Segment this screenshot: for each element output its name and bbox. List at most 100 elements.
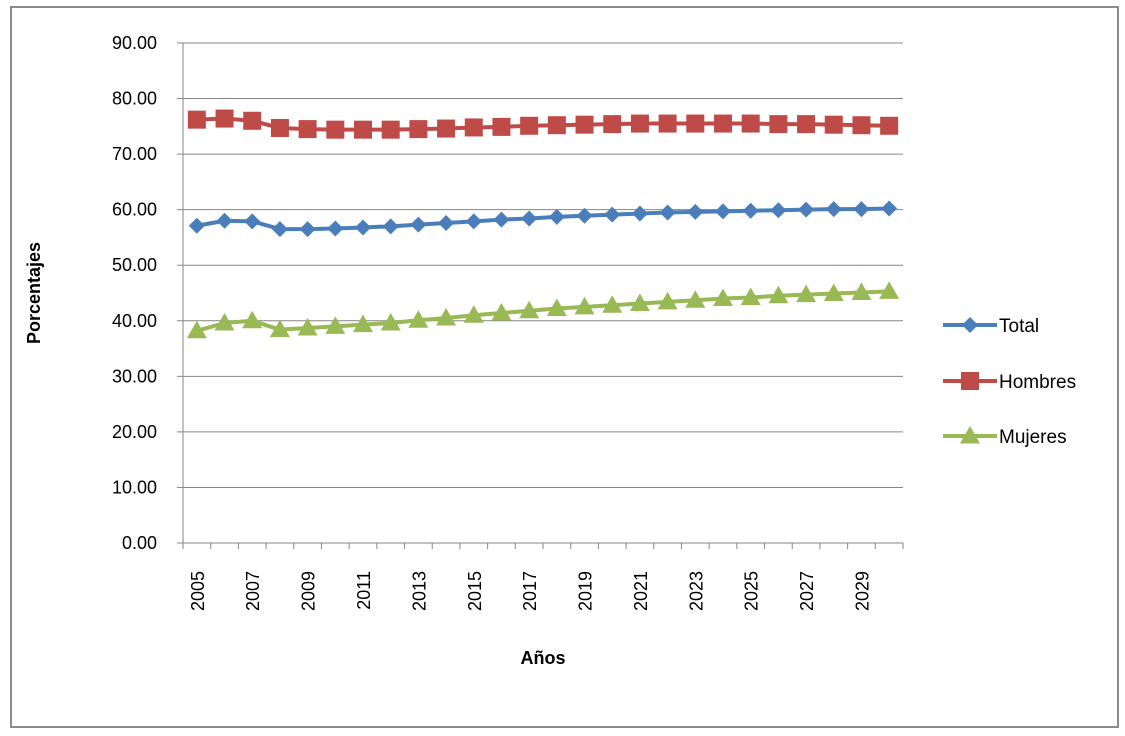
y-tick-label: 30.00 bbox=[112, 366, 157, 386]
data-point-mujeres bbox=[796, 284, 817, 303]
x-tick-label: 2025 bbox=[742, 571, 762, 611]
data-point-mujeres bbox=[768, 285, 789, 304]
data-point-hombres bbox=[797, 115, 816, 134]
data-point-hombres bbox=[686, 114, 705, 133]
data-point-total bbox=[216, 212, 233, 229]
legend: Total Hombres Mujeres bbox=[943, 316, 1076, 448]
data-point-total bbox=[271, 221, 288, 238]
data-point-total bbox=[521, 210, 538, 227]
y-tick-label: 20.00 bbox=[112, 422, 157, 442]
data-point-total bbox=[465, 213, 482, 230]
x-tick-label: 2011 bbox=[354, 571, 374, 610]
data-point-total bbox=[825, 201, 842, 218]
data-point-total bbox=[355, 219, 371, 236]
y-tick-label: 90.00 bbox=[112, 33, 157, 53]
data-point-total bbox=[798, 201, 815, 218]
data-point-mujeres bbox=[879, 281, 900, 299]
data-point-mujeres bbox=[713, 288, 733, 307]
data-point-hombres bbox=[852, 116, 871, 135]
data-point-hombres bbox=[824, 115, 843, 134]
legend-label-total: Total bbox=[999, 316, 1039, 337]
legend-entry-hombres: Hombres bbox=[943, 372, 1076, 393]
data-point-mujeres bbox=[380, 313, 401, 331]
data-point-total bbox=[576, 207, 593, 224]
data-point-total bbox=[438, 215, 455, 231]
x-tick-label: 2017 bbox=[520, 571, 540, 611]
y-tick-label: 60.00 bbox=[112, 200, 157, 220]
y-axis-title: Porcentajes bbox=[24, 242, 44, 344]
data-point-hombres bbox=[547, 116, 566, 135]
data-point-mujeres bbox=[186, 320, 207, 339]
data-point-total bbox=[382, 218, 399, 235]
legend-label-mujeres: Mujeres bbox=[999, 427, 1067, 448]
data-point-mujeres bbox=[685, 290, 706, 308]
data-point-mujeres bbox=[297, 318, 318, 336]
data-point-hombres bbox=[243, 111, 262, 130]
data-point-hombres bbox=[381, 120, 400, 139]
x-tick-label: 2023 bbox=[686, 571, 706, 611]
data-point-mujeres bbox=[242, 310, 263, 329]
data-point-hombres bbox=[492, 117, 511, 136]
data-point-total bbox=[742, 202, 759, 219]
series-hombres bbox=[187, 109, 899, 139]
y-tick-label: 10.00 bbox=[112, 477, 157, 497]
data-point-total bbox=[853, 201, 870, 218]
data-point-hombres bbox=[187, 110, 206, 129]
data-point-hombres bbox=[714, 114, 732, 133]
data-point-hombres bbox=[409, 120, 428, 139]
data-point-mujeres bbox=[269, 319, 290, 338]
x-tick-label: 2029 bbox=[852, 571, 872, 611]
x-tick-label: 2013 bbox=[409, 571, 429, 611]
data-point-total bbox=[493, 211, 510, 228]
data-point-mujeres bbox=[657, 291, 678, 310]
x-tick-label: 2015 bbox=[465, 571, 485, 611]
data-point-mujeres bbox=[602, 295, 623, 313]
x-tick-label: 2027 bbox=[797, 571, 817, 611]
series-line-total bbox=[196, 206, 890, 232]
data-point-hombres bbox=[270, 119, 289, 137]
legend-label-hombres: Hombres bbox=[999, 372, 1076, 393]
data-point-total bbox=[188, 217, 205, 234]
data-point-mujeres bbox=[823, 283, 844, 302]
x-tick-label: 2009 bbox=[299, 571, 319, 611]
legend-marker-total bbox=[962, 317, 978, 333]
series-line-mujeres bbox=[196, 289, 890, 333]
data-point-hombres bbox=[464, 118, 483, 137]
data-point-hombres bbox=[769, 115, 788, 134]
x-tick-label: 2005 bbox=[188, 571, 208, 611]
y-tick-label: 70.00 bbox=[112, 144, 157, 164]
data-point-mujeres bbox=[214, 313, 235, 331]
y-axis: 0.00 10.00 20.00 30.00 40.00 50.00 60.00 70.00 8… bbox=[112, 33, 184, 553]
data-point-hombres bbox=[326, 120, 345, 139]
data-point-mujeres bbox=[463, 305, 484, 323]
data-point-mujeres bbox=[408, 310, 429, 328]
data-point-mujeres bbox=[629, 293, 650, 312]
data-point-hombres bbox=[603, 115, 622, 134]
x-axis: 2005 2007 2009 2011 2013 2015 2017 2019 2021 2023… bbox=[182, 542, 904, 611]
data-point-total bbox=[687, 203, 704, 220]
data-point-hombres bbox=[741, 114, 760, 133]
data-point-total bbox=[631, 205, 648, 222]
data-point-total bbox=[881, 200, 898, 217]
data-point-mujeres bbox=[851, 282, 872, 300]
data-point-mujeres bbox=[740, 287, 761, 305]
series-total bbox=[188, 200, 898, 238]
data-point-mujeres bbox=[546, 298, 567, 317]
data-point-hombres bbox=[437, 119, 456, 138]
legend-marker-mujeres bbox=[960, 426, 980, 444]
y-tick-label: 50.00 bbox=[112, 255, 157, 275]
x-tick-label: 2019 bbox=[576, 571, 596, 611]
legend-entry-total: Total bbox=[943, 316, 1039, 337]
data-point-hombres bbox=[298, 120, 317, 139]
data-point-hombres bbox=[658, 114, 677, 133]
data-point-total bbox=[410, 216, 427, 233]
y-tick-label: 0.00 bbox=[122, 533, 157, 553]
data-point-hombres bbox=[630, 114, 649, 133]
x-tick-label: 2007 bbox=[243, 571, 263, 611]
data-point-mujeres bbox=[574, 296, 595, 315]
data-point-total bbox=[715, 203, 731, 220]
data-point-total bbox=[244, 213, 261, 230]
data-point-hombres bbox=[354, 120, 372, 139]
data-point-total bbox=[299, 221, 316, 238]
